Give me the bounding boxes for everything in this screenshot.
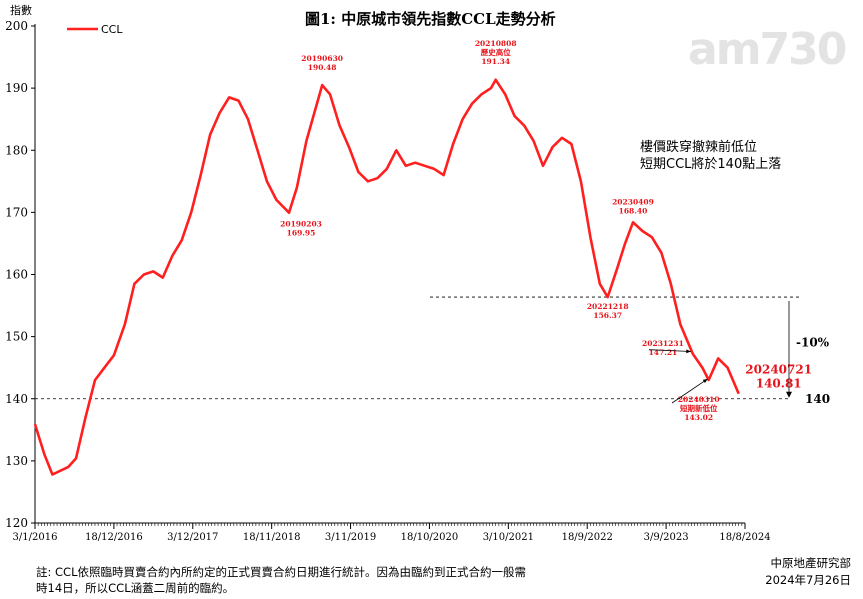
- point-label: 短期新低位: [680, 403, 718, 413]
- x-tick-label: 3/10/2021: [483, 532, 534, 543]
- y-tick-label: 160: [5, 268, 28, 282]
- point-label: 169.95: [287, 229, 316, 238]
- y-tick-label: 130: [5, 454, 28, 468]
- x-tick-label: 18/9/2022: [562, 532, 613, 543]
- point-label: 20210808: [475, 39, 517, 48]
- annotation-line-1: 樓價跌穿撤辣前低位: [640, 140, 758, 155]
- y-tick-label: 190: [5, 81, 28, 95]
- point-label: 190.48: [308, 63, 337, 72]
- chart-title: 圖1: 中原城市領先指數CCL走勢分析: [305, 10, 556, 28]
- label-arrow-head: [702, 378, 708, 384]
- y-tick-label: 120: [5, 516, 28, 530]
- point-label: 156.37: [593, 311, 622, 320]
- y-axis-label: 指數: [10, 4, 32, 17]
- footnote-line-1: 註: CCL依照臨時買賣合約內所約定的正式買賣合約日期進行統計。因為由臨約到正式…: [36, 565, 526, 579]
- chart-axes: 120 130 140 150 160 170 180 190 200 3/1/2016 18/12…: [5, 19, 771, 543]
- x-tick-label: 3/9/2023: [644, 532, 689, 543]
- point-label: 歷史高位: [481, 47, 511, 57]
- point-label: 20230409: [612, 197, 654, 206]
- y-tick-label: 200: [5, 19, 28, 33]
- legend: CCL: [67, 23, 123, 36]
- point-label: 20190630: [301, 54, 343, 63]
- point-label: 20190203: [280, 220, 322, 229]
- drop-arrow-head: [786, 391, 792, 398]
- point-label: 20240310: [678, 395, 720, 404]
- x-tick-label: 3/12/2017: [167, 532, 218, 543]
- point-label: 20240721: [745, 363, 812, 377]
- side-markers: -10% 140: [786, 301, 830, 406]
- x-tick-label: 18/8/2024: [719, 532, 770, 543]
- point-label: 20221218: [587, 302, 629, 311]
- point-label: 168.40: [619, 206, 648, 215]
- y-tick-label: 170: [5, 205, 28, 219]
- point-label: 147.21: [649, 348, 678, 357]
- label-arrow: [671, 378, 708, 404]
- x-tick-label: 18/11/2018: [243, 532, 301, 543]
- annotation-line-2: 短期CCL將於140點上落: [640, 157, 782, 172]
- x-tick-label: 18/10/2020: [401, 532, 459, 543]
- watermark-logo: am730: [688, 24, 847, 75]
- reference-140-label: 140: [805, 392, 830, 406]
- drop-percent-label: -10%: [796, 336, 830, 350]
- x-tick-label: 3/1/2016: [13, 532, 58, 543]
- point-label: 140.81: [756, 377, 802, 391]
- y-tick-label: 140: [5, 392, 28, 406]
- point-label: 191.34: [481, 57, 510, 66]
- source-date: 2024年7月26日: [765, 573, 851, 587]
- footnote-line-2: 時14日，所以CCL涵蓋二周前的臨約。: [36, 581, 235, 595]
- reference-lines: [35, 296, 802, 400]
- legend-label: CCL: [101, 23, 123, 36]
- label-arrow: [648, 349, 691, 352]
- source-org: 中原地產研究部: [770, 556, 852, 570]
- point-label: 20231231: [642, 339, 684, 348]
- ccl-series: [33, 78, 740, 476]
- label-arrow-head: [686, 349, 691, 354]
- series-line-ccl: [33, 78, 740, 476]
- point-label: 143.02: [684, 413, 713, 422]
- x-tick-label: 18/12/2016: [85, 532, 143, 543]
- x-tick-label: 3/11/2019: [325, 532, 376, 543]
- y-tick-label: 150: [5, 330, 28, 344]
- y-tick-label: 180: [5, 143, 28, 157]
